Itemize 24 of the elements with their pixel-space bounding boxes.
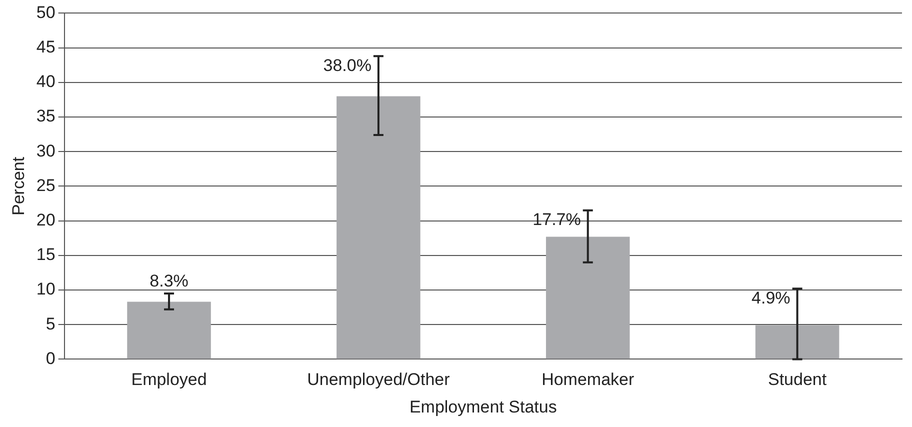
x-tick-label: Unemployed/Other (307, 370, 450, 390)
y-axis-title: Percent (8, 156, 28, 216)
bar (546, 236, 630, 359)
y-tick-label: 0 (46, 348, 56, 368)
x-tick-label: Homemaker (542, 370, 634, 390)
data-label: 38.0% (323, 56, 372, 75)
y-tick-label: 35 (36, 106, 56, 126)
y-tick-label: 25 (36, 176, 56, 195)
x-axis-title: Employment Status (409, 397, 557, 416)
bar (127, 302, 211, 359)
y-tick-label: 5 (46, 314, 56, 334)
x-tick-label: Employed (131, 370, 207, 390)
y-tick-label: 45 (36, 37, 56, 56)
bar (755, 325, 840, 359)
y-tick-label: 20 (36, 210, 56, 230)
y-tick-label: 40 (36, 72, 56, 92)
data-label: 8.3% (150, 272, 188, 291)
y-tick-label: 30 (36, 141, 56, 160)
data-label: 4.9% (752, 288, 790, 308)
y-tick-label: 50 (36, 2, 56, 22)
y-tick-label: 10 (36, 280, 56, 299)
bar (336, 96, 420, 359)
y-tick-label: 15 (36, 245, 56, 264)
x-tick-label: Student (768, 370, 827, 390)
